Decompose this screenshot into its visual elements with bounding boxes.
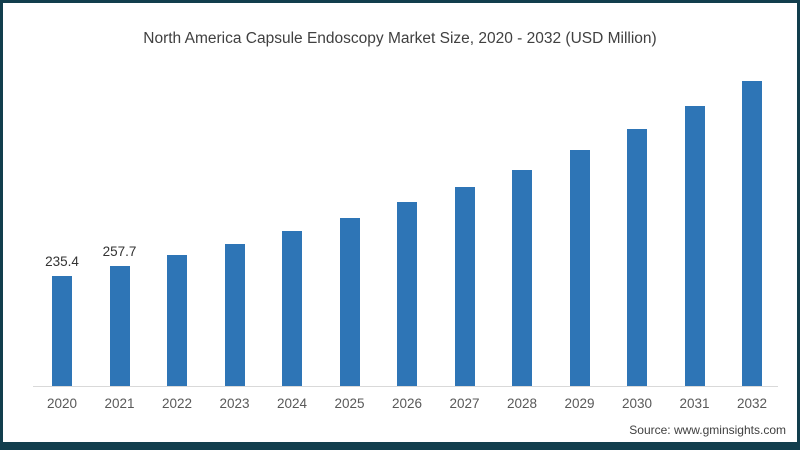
bar-2026 <box>397 202 417 386</box>
x-tick-2021: 2021 <box>104 396 135 411</box>
x-tick-2031: 2031 <box>679 396 710 411</box>
x-tick-2030: 2030 <box>621 396 653 411</box>
bar-2030 <box>627 129 647 386</box>
data-label-2021: 257.7 <box>102 244 137 259</box>
bar-2025 <box>339 217 360 386</box>
source-attribution: Source: www.gminsights.com <box>629 423 786 437</box>
bar-2022 <box>167 255 187 386</box>
x-tick-2024: 2024 <box>276 396 308 411</box>
bar-2032 <box>742 80 762 386</box>
x-tick-2026: 2026 <box>391 396 423 411</box>
plot-area: 2020 235.4 2021 257.7 2022 2023 2024 2025 2026 20… <box>3 3 797 442</box>
x-tick-2023: 2023 <box>219 396 250 411</box>
x-tick-2025: 2025 <box>334 396 365 411</box>
chart-title: North America Capsule Endoscopy Market S… <box>143 30 657 47</box>
bar-2024 <box>282 230 302 386</box>
x-axis-line <box>33 386 778 387</box>
bar-2031 <box>684 105 705 386</box>
bar-2023 <box>224 243 245 386</box>
data-label-2020: 235.4 <box>45 254 79 270</box>
bar-2020 <box>52 276 72 386</box>
x-tick-2032: 2032 <box>736 396 768 411</box>
bar-2027 <box>454 187 475 386</box>
x-tick-2022: 2022 <box>161 396 193 411</box>
bar-2029 <box>569 150 590 386</box>
x-tick-2027: 2027 <box>449 396 480 411</box>
bar-2021 <box>109 266 130 386</box>
x-tick-2029: 2029 <box>564 396 595 411</box>
x-tick-2020: 2020 <box>46 396 78 411</box>
x-tick-2028: 2028 <box>506 396 538 411</box>
bar-2028 <box>512 169 532 386</box>
